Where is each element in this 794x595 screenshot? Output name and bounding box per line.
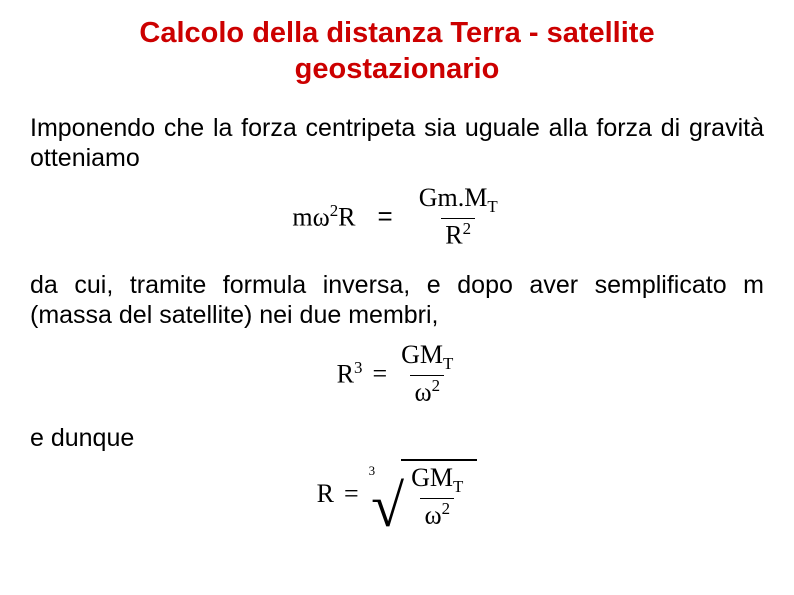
eq1-M: M (464, 183, 487, 212)
eq1-m: m (292, 202, 312, 231)
equation-2: R3 = GMT ω2 (30, 342, 764, 406)
eq3-M: M (430, 463, 453, 492)
equation-1: mω2R = Gm.MT R2 (30, 185, 764, 249)
radical-symbol: √ (371, 479, 404, 533)
eq3-fraction: GMT ω2 (407, 465, 467, 529)
eq2-fraction: GMT ω2 (397, 342, 457, 406)
paragraph-2: da cui, tramite formula inversa, e dopo … (30, 270, 764, 330)
label-and-eq3: e dunque (30, 424, 764, 453)
eq3-G: G (411, 463, 430, 492)
eq2-omega: ω (414, 378, 431, 407)
eq2-numerator: GMT (397, 342, 457, 375)
eq1-sup2: 2 (330, 201, 338, 220)
paragraph-1: Imponendo che la forza centripeta sia ug… (30, 113, 764, 173)
label-edunque: e dunque (30, 424, 180, 453)
eq3-omega: ω (424, 501, 441, 530)
eq2-R: R (337, 360, 354, 389)
eq2-M: M (420, 340, 443, 369)
eq2-equals: = (372, 359, 387, 389)
eq2-Tsub: T (443, 354, 453, 373)
page-title: Calcolo della distanza Terra - satellite… (60, 15, 734, 88)
eq3-equals: = (344, 479, 359, 509)
eq3-denominator: ω2 (420, 498, 454, 529)
eq1-G: G (419, 183, 438, 212)
eq1-R: R (338, 202, 355, 231)
eq1-omega: ω (313, 202, 330, 231)
eq2-G: G (401, 340, 420, 369)
eq2-R-sup: 3 (354, 358, 362, 377)
eq3-R: R (317, 479, 334, 509)
eq3-omega-sup: 2 (442, 499, 450, 518)
eq1-Rden: R (445, 220, 462, 249)
eq3-Tsub: T (453, 477, 463, 496)
eq3-numerator: GMT (407, 465, 467, 498)
eq3-radicand: GMT ω2 (401, 459, 477, 529)
eq1-Rden-sup: 2 (463, 219, 471, 238)
eq2-left: R3 (337, 358, 363, 390)
eq1-left: mω2R (292, 201, 355, 233)
eq1-equals: = (378, 201, 393, 232)
eq1-numerator: Gm.MT (415, 185, 502, 218)
equation-3: R = 3 √ GMT ω2 (30, 459, 764, 529)
eq1-Tsub: T (487, 197, 497, 216)
eq2-omega-sup: 2 (432, 376, 440, 395)
eq3-radical: 3 √ GMT ω2 (369, 459, 478, 529)
eq1-m2: m. (437, 183, 464, 212)
eq1-denominator: R2 (441, 218, 475, 249)
eq1-fraction: Gm.MT R2 (415, 185, 502, 249)
eq2-denominator: ω2 (410, 375, 444, 406)
